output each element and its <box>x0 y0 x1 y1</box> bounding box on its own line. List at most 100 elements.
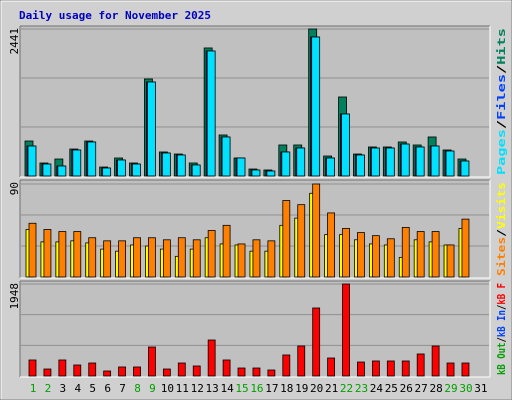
bar <box>192 365 201 377</box>
bar <box>43 229 52 278</box>
panel <box>20 281 490 377</box>
legend: Pages/Files/Hits <box>495 28 508 175</box>
bar <box>312 183 321 278</box>
chart-title: Daily usage for November 2025 <box>19 9 211 22</box>
bar <box>207 230 216 278</box>
bar <box>162 239 171 278</box>
bar <box>445 150 455 177</box>
bar <box>266 170 276 177</box>
x-tick-label: 2 <box>45 382 52 395</box>
bar <box>237 243 246 278</box>
x-tick-label: 27 <box>415 382 428 395</box>
legend-entry: Visits <box>495 182 508 229</box>
bar <box>161 152 171 177</box>
bar <box>312 307 321 377</box>
bar <box>461 362 470 377</box>
x-tick-label: 8 <box>134 382 141 395</box>
bar <box>57 165 67 177</box>
bar <box>416 231 425 278</box>
bar <box>118 240 126 278</box>
x-tick-label: 14 <box>220 382 234 395</box>
x-tick-label: 7 <box>119 382 126 395</box>
bar <box>401 226 410 278</box>
bar <box>311 36 321 177</box>
bar <box>446 362 455 377</box>
legend-entry: Sites <box>495 237 508 276</box>
bar <box>177 362 186 377</box>
bar <box>385 147 395 177</box>
bar <box>430 145 440 177</box>
bar <box>252 239 261 278</box>
legend: Sites/Visits <box>495 182 508 276</box>
bar <box>371 360 380 377</box>
x-tick-label: 4 <box>74 382 81 395</box>
bar <box>416 353 425 377</box>
bar <box>401 360 410 377</box>
bar <box>191 164 201 177</box>
legend-entry: kB Out <box>495 343 508 375</box>
y-tick-label: 90 <box>8 182 21 195</box>
legend-separator: / <box>495 229 508 237</box>
legend: kB Out/kB In/kB F <box>495 283 508 375</box>
x-tick-label: 13 <box>206 382 219 395</box>
x-tick-label: 5 <box>89 382 96 395</box>
bar <box>162 368 171 377</box>
bar <box>73 364 82 377</box>
legend-entry: Hits <box>495 28 508 65</box>
x-tick-label: 16 <box>250 382 263 395</box>
bar <box>415 146 425 177</box>
x-tick-label: 20 <box>310 382 323 395</box>
legend-separator: / <box>495 337 508 343</box>
x-tick-label: 29 <box>444 382 457 395</box>
x-tick-label: 12 <box>191 382 204 395</box>
bar <box>357 232 365 278</box>
bar <box>461 218 470 278</box>
bar <box>282 354 291 377</box>
legend-separator: / <box>495 119 508 129</box>
x-tick-label: 17 <box>265 382 278 395</box>
bar <box>103 370 112 377</box>
bar <box>431 345 440 377</box>
x-tick-label: 11 <box>176 382 189 395</box>
bar <box>327 212 336 278</box>
bar <box>133 366 141 377</box>
bar <box>88 237 97 278</box>
bar <box>252 367 261 377</box>
bar <box>296 147 306 177</box>
x-tick-label: 6 <box>104 382 111 395</box>
bar <box>356 154 365 177</box>
bar <box>342 228 350 278</box>
x-tick-label: 1 <box>30 382 37 395</box>
legend-entry: Files <box>495 74 508 120</box>
bar <box>28 222 37 278</box>
x-tick-label: 9 <box>149 382 156 395</box>
bar <box>192 239 201 278</box>
x-tick-label: 30 <box>459 382 472 395</box>
bar <box>281 151 291 177</box>
legend-entry: kB F <box>495 283 508 305</box>
bar <box>342 283 350 377</box>
bar <box>133 237 141 278</box>
x-tick-label: 22 <box>340 382 353 395</box>
legend-entry: kB In <box>495 310 508 337</box>
panel <box>20 26 490 177</box>
bar <box>267 240 276 278</box>
x-tick-label: 19 <box>295 382 308 395</box>
bar <box>72 149 82 177</box>
y-tick-label: 1948 <box>8 283 21 310</box>
x-tick-label: 18 <box>280 382 293 395</box>
bar <box>102 167 112 177</box>
x-tick-label: 3 <box>60 382 67 395</box>
bar <box>58 231 67 278</box>
bar <box>326 157 336 177</box>
bar <box>371 235 380 278</box>
legend-separator: / <box>495 64 508 74</box>
bar <box>221 136 231 177</box>
bar <box>103 240 112 278</box>
bar <box>386 360 395 377</box>
x-tick-label: 25 <box>385 382 398 395</box>
bar <box>400 143 410 177</box>
bar <box>148 237 156 278</box>
legend-separator: / <box>495 304 508 310</box>
bar <box>58 359 67 377</box>
